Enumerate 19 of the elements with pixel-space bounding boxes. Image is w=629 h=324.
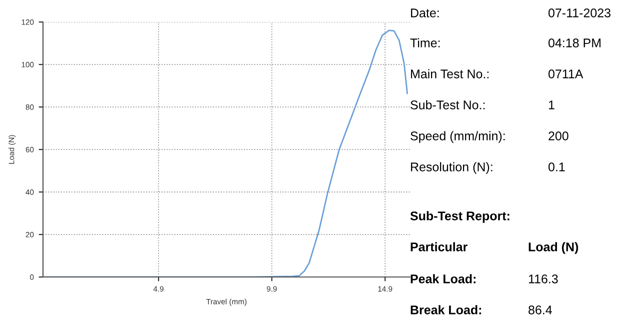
text: 116.3 <box>528 274 558 284</box>
text: Break Load: <box>410 305 482 314</box>
text: Main Test No.: <box>411 69 489 78</box>
text: Time: <box>410 38 440 48</box>
text: Load (N) <box>528 242 578 254</box>
text: Sub-Test Report: <box>410 211 510 223</box>
text: 04:18 PM <box>548 38 600 48</box>
text: Date: <box>411 8 439 18</box>
text: Peak Load: <box>410 274 476 284</box>
text: 07-11-2023 <box>548 8 610 18</box>
text: 0.1 <box>548 162 565 172</box>
text: Particular <box>410 242 468 252</box>
text: Speed (mm/min): <box>410 131 505 143</box>
text: 200 <box>548 132 568 140</box>
text: 86.4 <box>528 306 552 314</box>
text: 0711A <box>548 70 584 78</box>
text: Sub-Test No.: <box>410 100 485 110</box>
text: 1 <box>548 100 554 110</box>
text: Resolution (N): <box>411 162 492 174</box>
